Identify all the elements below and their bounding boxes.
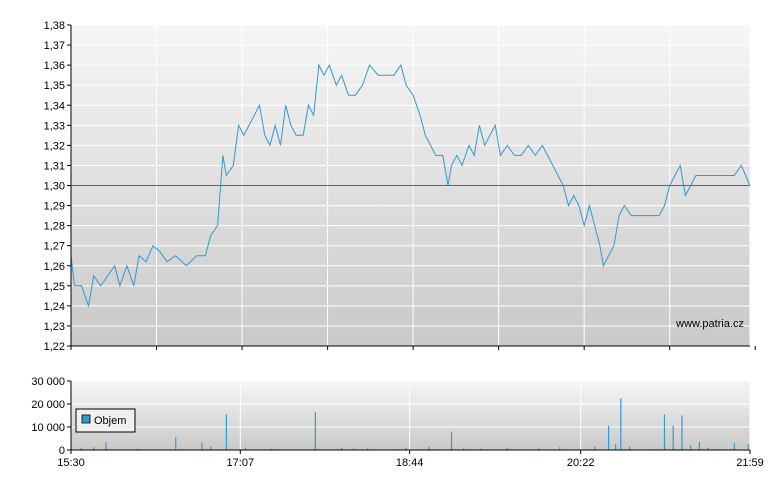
price-y-tick-label: 1,31	[44, 160, 65, 172]
price-y-tick-label: 1,38	[44, 20, 65, 32]
price-panel: 1,38 1,37 1,36 1,35 1,34 1,33 1,32 1,31 1,30 1,29…	[44, 20, 756, 353]
price-y-tick-label: 1,25	[44, 281, 65, 293]
price-y-tick-label: 1,34	[44, 100, 65, 112]
price-series-line	[70, 63, 751, 308]
volume-bars	[80, 398, 749, 450]
volume-y-tick-label: 20 000	[31, 399, 65, 411]
price-y-tick-label: 1,37	[44, 40, 65, 52]
volume-panel: 30 000 20 000 10 000 0 15:30 17:07 18:44 20:22…	[31, 376, 763, 469]
price-y-tick-label: 1,29	[44, 201, 65, 213]
price-y-tick-label: 1,33	[44, 120, 65, 132]
volume-legend: Objem	[75, 408, 136, 433]
volume-x-tick-label: 15:30	[57, 457, 85, 469]
price-y-tick-label: 1,22	[44, 341, 65, 353]
price-y-tick-label: 1,36	[44, 60, 65, 72]
price-y-tick-label: 1,23	[44, 321, 65, 333]
volume-x-axis: 15:30 17:07 18:44 20:22 21:59	[57, 450, 764, 469]
price-y-tick-label: 1,35	[44, 80, 65, 92]
price-y-tick-label: 1,24	[44, 301, 65, 313]
volume-grid	[71, 381, 751, 450]
legend-label: Objem	[94, 415, 126, 427]
price-y-tick-label: 1,26	[44, 261, 65, 273]
price-y-tick-label: 1,30	[44, 181, 65, 193]
volume-y-tick-label: 0	[59, 445, 65, 457]
watermark: www.patria.cz	[675, 318, 744, 330]
volume-x-tick-label: 20:22	[567, 457, 595, 469]
legend-box	[75, 408, 136, 433]
volume-x-tick-label: 18:44	[396, 457, 424, 469]
volume-y-tick-label: 30 000	[31, 376, 65, 388]
volume-plot-background	[71, 381, 750, 450]
price-y-axis: 1,38 1,37 1,36 1,35 1,34 1,33 1,32 1,31 1,30 1,29…	[44, 20, 71, 353]
price-y-tick-label: 1,28	[44, 221, 65, 233]
legend-swatch	[81, 414, 91, 424]
volume-x-tick-label: 17:07	[227, 457, 255, 469]
volume-x-tick-label: 21:59	[736, 457, 764, 469]
price-x-axis	[70, 346, 756, 350]
volume-y-tick-label: 10 000	[31, 422, 65, 434]
volume-y-axis: 30 000 20 000 10 000 0	[31, 376, 71, 457]
price-y-tick-label: 1,32	[44, 140, 65, 152]
price-y-tick-label: 1,27	[44, 241, 65, 253]
